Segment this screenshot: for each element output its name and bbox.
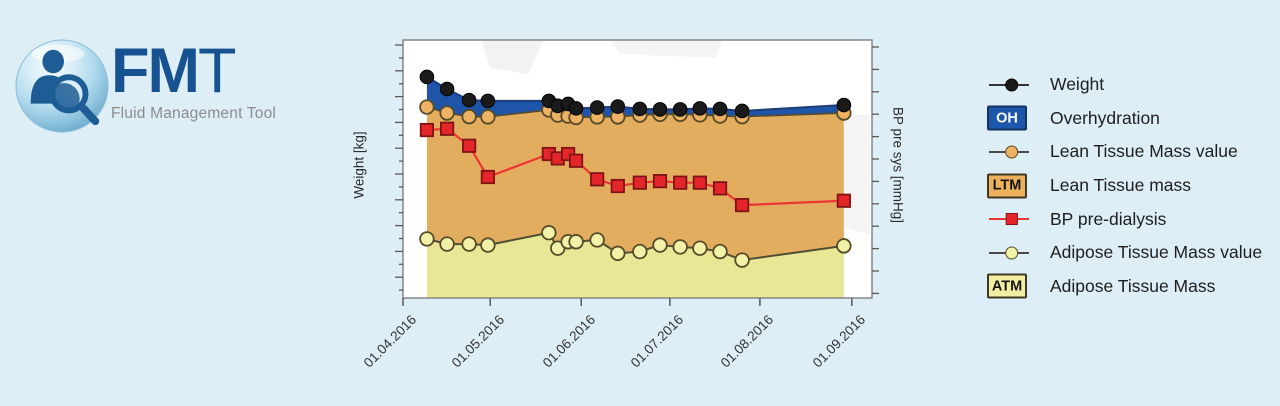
legend-label-overhydration: Overhydration bbox=[1050, 107, 1160, 128]
fmt-logo bbox=[15, 39, 109, 133]
brand-block: FMT Fluid Management Tool bbox=[111, 40, 277, 123]
x-tick-label-4: 01.08.2016 bbox=[718, 312, 777, 371]
legend-marker-ltm: LTM bbox=[985, 172, 1040, 200]
legend-label-atm: Adipose Tissue Mass bbox=[1050, 275, 1216, 296]
x-tick-label-2: 01.06.2016 bbox=[539, 312, 598, 371]
chart-legend: Weight OH Overhydration Lean Tissue Mass va… bbox=[985, 68, 1262, 303]
legend-item-weight: Weight bbox=[985, 68, 1262, 102]
app-title: FMT bbox=[111, 40, 276, 103]
app-title-light: T bbox=[197, 36, 237, 106]
plot-area bbox=[370, 30, 910, 315]
app-title-bold: FM bbox=[111, 36, 200, 106]
legend-label-atm-value: Adipose Tissue Mass value bbox=[1050, 242, 1263, 263]
legend-box-overhydration: OH bbox=[987, 105, 1027, 131]
legend-item-bp-pre-dialysis: BP pre-dialysis bbox=[985, 202, 1262, 236]
legend-label-weight: Weight bbox=[1050, 74, 1105, 95]
legend-label-bp-pre-dialysis: BP pre-dialysis bbox=[1050, 208, 1167, 229]
legend-item-atm-value: Adipose Tissue Mass value bbox=[985, 236, 1262, 270]
legend-marker-bp-pre-dialysis bbox=[985, 205, 1040, 233]
legend-marker-atm: ATM bbox=[985, 272, 1040, 300]
legend-marker-weight bbox=[985, 71, 1040, 99]
x-tick-label-5: 01.09.2016 bbox=[810, 312, 869, 371]
fluid-chart-svg bbox=[395, 39, 879, 306]
app-subtitle: Fluid Management Tool bbox=[111, 105, 277, 122]
legend-item-overhydration: OH Overhydration bbox=[985, 102, 1262, 136]
legend-box-ltm: LTM bbox=[987, 173, 1027, 199]
x-tick-label-3: 01.07.2016 bbox=[628, 312, 687, 371]
legend-marker-ltm-value bbox=[985, 138, 1040, 166]
legend-box-atm: ATM bbox=[987, 273, 1027, 299]
x-tick-label-0: 01.04.2016 bbox=[361, 312, 420, 371]
legend-marker-atm-value bbox=[985, 239, 1040, 267]
legend-item-ltm-value: Lean Tissue Mass value bbox=[985, 135, 1262, 169]
legend-label-ltm-value: Lean Tissue Mass value bbox=[1050, 141, 1238, 162]
y-axis-left-label: Weight [kg] bbox=[351, 131, 367, 199]
magnifier-icon bbox=[49, 74, 100, 126]
fmt-logo-globe-icon bbox=[15, 39, 109, 133]
legend-label-ltm: Lean Tissue mass bbox=[1050, 175, 1192, 196]
legend-item-ltm: LTM Lean Tissue mass bbox=[985, 169, 1262, 203]
legend-marker-overhydration: OH bbox=[985, 104, 1040, 132]
legend-item-atm: ATM Adipose Tissue Mass bbox=[985, 270, 1262, 304]
x-tick-label-1: 01.05.2016 bbox=[448, 312, 507, 371]
